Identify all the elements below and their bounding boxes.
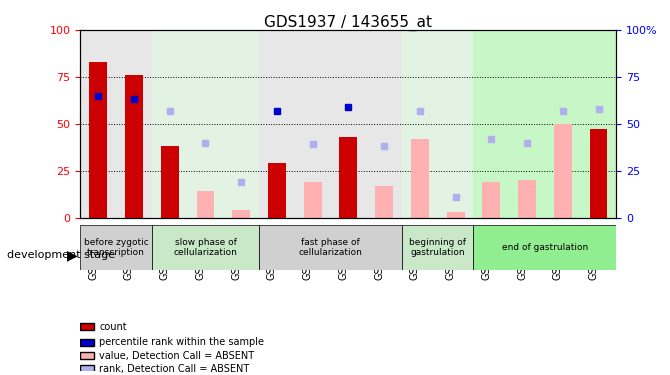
FancyBboxPatch shape xyxy=(80,339,94,346)
FancyBboxPatch shape xyxy=(152,225,259,270)
Text: ▶: ▶ xyxy=(67,248,78,262)
FancyBboxPatch shape xyxy=(80,323,94,330)
Bar xyxy=(152,30,259,217)
Bar xyxy=(259,30,402,217)
Text: development stage: development stage xyxy=(7,250,115,260)
Bar xyxy=(474,30,616,217)
FancyBboxPatch shape xyxy=(402,225,474,270)
Bar xyxy=(89,62,107,217)
Bar xyxy=(447,212,464,217)
Bar xyxy=(161,146,179,218)
Text: slow phase of
cellularization: slow phase of cellularization xyxy=(174,238,237,257)
Text: rank, Detection Call = ABSENT: rank, Detection Call = ABSENT xyxy=(99,364,249,374)
Bar xyxy=(375,186,393,218)
Bar xyxy=(482,182,500,218)
Bar xyxy=(402,30,474,217)
Text: GDS1937 / 143655_at: GDS1937 / 143655_at xyxy=(265,15,432,31)
Text: percentile rank within the sample: percentile rank within the sample xyxy=(99,338,264,347)
Bar xyxy=(196,191,214,217)
Text: count: count xyxy=(99,322,127,332)
Bar xyxy=(554,124,572,218)
FancyBboxPatch shape xyxy=(80,225,152,270)
FancyBboxPatch shape xyxy=(80,352,94,359)
FancyBboxPatch shape xyxy=(474,225,616,270)
Text: value, Detection Call = ABSENT: value, Detection Call = ABSENT xyxy=(99,351,255,360)
Bar xyxy=(590,129,608,218)
Bar xyxy=(304,182,322,218)
Bar xyxy=(80,30,152,217)
Bar xyxy=(232,210,250,218)
Bar xyxy=(411,139,429,218)
FancyBboxPatch shape xyxy=(80,365,94,372)
Bar xyxy=(125,75,143,217)
Text: end of gastrulation: end of gastrulation xyxy=(502,243,588,252)
Bar xyxy=(340,137,357,218)
FancyBboxPatch shape xyxy=(259,225,402,270)
Text: fast phase of
cellularization: fast phase of cellularization xyxy=(299,238,362,257)
Bar xyxy=(518,180,536,218)
Bar xyxy=(268,163,286,218)
Text: beginning of
gastrulation: beginning of gastrulation xyxy=(409,238,466,257)
Text: before zygotic
transcription: before zygotic transcription xyxy=(84,238,149,257)
